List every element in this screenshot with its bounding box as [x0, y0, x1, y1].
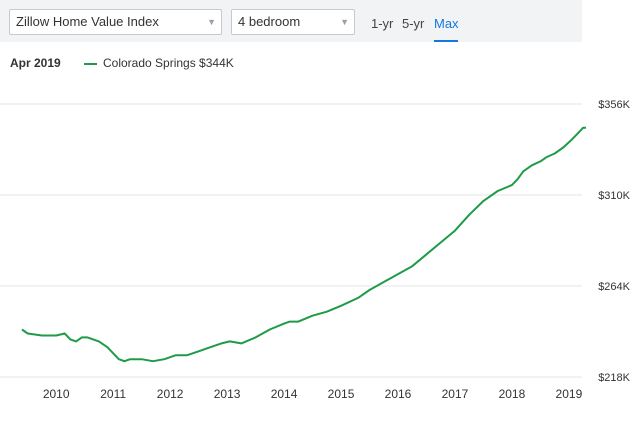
hover-date: Apr 2019 [10, 56, 61, 70]
x-tick-label: 2016 [385, 387, 412, 401]
index-select-value: Zillow Home Value Index [16, 14, 159, 29]
legend-swatch [84, 63, 97, 65]
x-tick-label: 2014 [271, 387, 298, 401]
range-1yr-button[interactable]: 1-yr [371, 16, 394, 31]
bedroom-select-value: 4 bedroom [238, 14, 301, 29]
y-tick-label: $218K [598, 372, 630, 384]
x-tick-label: 2018 [499, 387, 526, 401]
chevron-down-icon: ▼ [207, 17, 216, 27]
x-tick-label: 2012 [157, 387, 184, 401]
range-5yr-button[interactable]: 5-yr [402, 16, 425, 31]
x-tick-label: 2019 [556, 387, 583, 401]
x-tick-label: 2010 [43, 387, 70, 401]
active-range-indicator [434, 40, 458, 42]
chevron-down-icon: ▼ [340, 17, 349, 27]
series-line-colorado-springs [21, 126, 586, 363]
x-tick-label: 2017 [442, 387, 469, 401]
x-tick-label: 2011 [100, 387, 126, 401]
hover-series-value: Colorado Springs $344K [103, 56, 234, 70]
x-tick-label: 2015 [328, 387, 355, 401]
range-max-button[interactable]: Max [434, 16, 459, 31]
chart-toolbar: Zillow Home Value Index ▼ 4 bedroom ▼ 1-… [0, 0, 582, 42]
y-tick-label: $356K [598, 99, 630, 111]
y-tick-label: $264K [598, 281, 630, 293]
index-select[interactable]: Zillow Home Value Index ▼ [9, 9, 222, 35]
bedroom-select[interactable]: 4 bedroom ▼ [231, 9, 355, 35]
x-tick-label: 2013 [214, 387, 241, 401]
y-tick-label: $310K [598, 190, 630, 202]
